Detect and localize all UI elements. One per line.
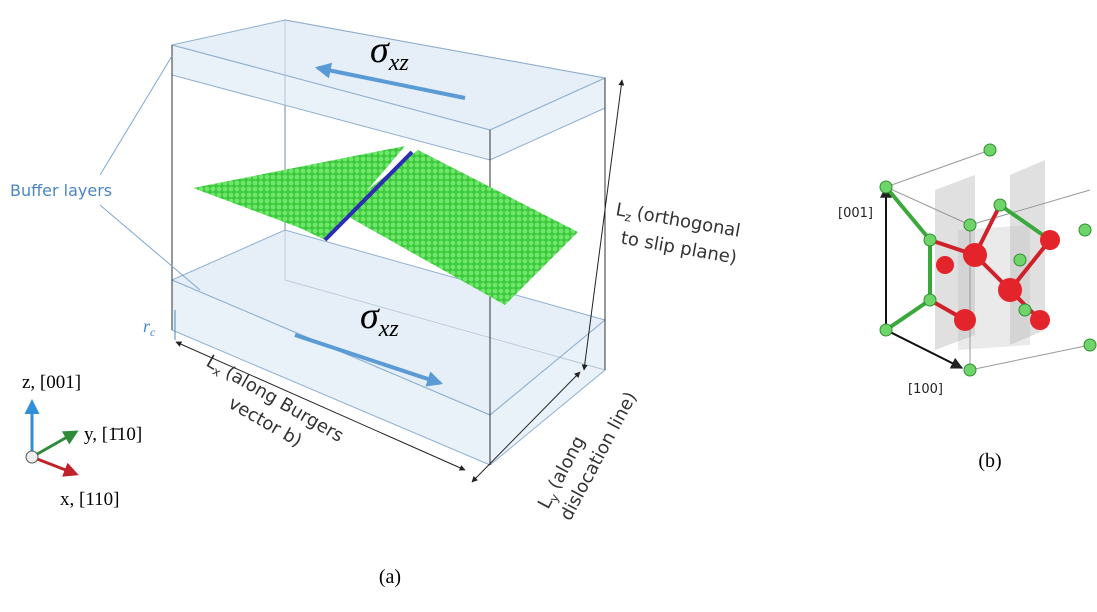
- subscript: c: [150, 325, 156, 339]
- unit-cell: [001] [100]: [838, 143, 1097, 397]
- symbol: L: [614, 199, 628, 221]
- direction-label: [100]: [908, 382, 943, 397]
- stress-label: σxz: [370, 29, 409, 76]
- lz-label: Lz (orthogonal to slip plane): [614, 199, 742, 268]
- dislocation-line: [323, 150, 414, 242]
- stress-arrow: [314, 62, 466, 100]
- axis-label: z, [001]: [22, 372, 81, 393]
- caption: (b): [978, 450, 1001, 472]
- subscript: xz: [378, 316, 400, 342]
- leader-line: [99, 55, 173, 176]
- leader-line: [99, 204, 201, 291]
- caption: (a): [379, 566, 401, 588]
- slip-plane: [193, 146, 578, 305]
- dimension-line: [471, 371, 581, 483]
- subscript: xz: [388, 50, 410, 76]
- buffer-label: Buffer layers: [10, 181, 112, 200]
- dimension-line: [175, 341, 466, 471]
- stress-label: σxz: [360, 295, 399, 342]
- axes-triad: z, [001] y, [1̄10] x, [110]: [22, 372, 142, 510]
- symbol: σ: [370, 29, 390, 71]
- axis-label: y, [1̄10]: [84, 424, 142, 445]
- symbol: σ: [360, 295, 380, 337]
- symbol: r: [143, 316, 151, 336]
- axis-label: x, [110]: [60, 489, 119, 510]
- direction-label: [001]: [838, 206, 873, 221]
- rc-label: rc: [143, 316, 156, 339]
- dimension-line: [581, 79, 625, 371]
- subscript: z: [624, 210, 633, 225]
